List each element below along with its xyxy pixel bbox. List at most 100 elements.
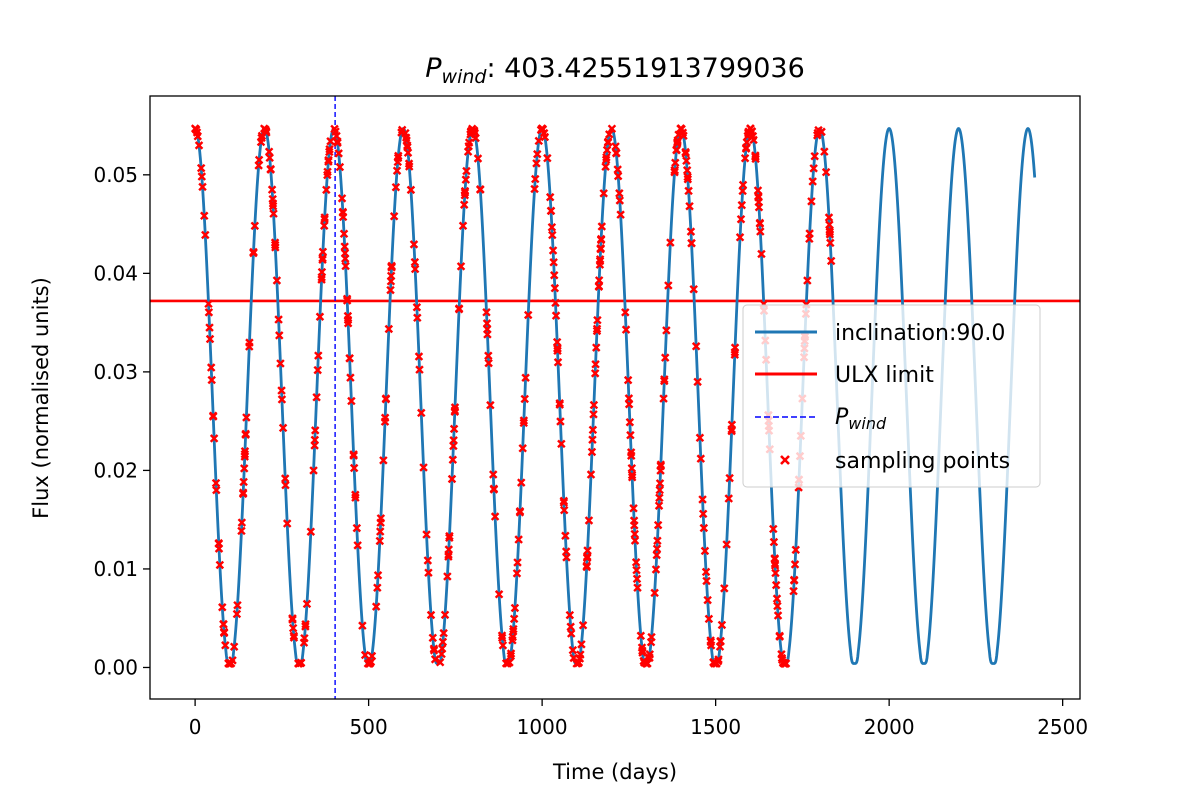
sampling-point xyxy=(448,455,458,464)
sampling-point xyxy=(821,167,831,177)
sampling-point xyxy=(647,632,656,642)
sampling-point xyxy=(265,153,274,163)
sampling-point xyxy=(803,276,812,285)
sampling-point xyxy=(735,233,745,242)
sampling-point xyxy=(755,218,765,228)
sampling-point xyxy=(596,235,606,245)
sampling-point xyxy=(317,273,326,282)
sampling-point xyxy=(553,344,562,353)
sampling-point xyxy=(384,324,394,334)
sampling-point xyxy=(662,326,671,335)
sampling-point xyxy=(250,221,260,231)
sampling-point xyxy=(360,650,370,660)
sampling-point xyxy=(553,346,562,356)
plot-area xyxy=(149,95,1081,700)
sampling-point xyxy=(207,375,216,385)
sampling-point xyxy=(333,138,342,147)
sampling-point xyxy=(242,413,251,422)
sampling-point xyxy=(548,230,557,240)
sampling-point xyxy=(655,479,665,488)
sampling-point xyxy=(505,658,514,667)
sampling-point xyxy=(439,628,448,638)
sampling-point xyxy=(324,157,333,166)
sampling-point xyxy=(701,567,711,577)
sampling-point xyxy=(489,485,499,494)
sampling-point xyxy=(232,609,242,619)
legend-box xyxy=(742,304,1041,488)
sampling-point xyxy=(547,222,557,232)
sampling-point xyxy=(275,331,284,340)
sampling-point xyxy=(627,470,637,480)
sampling-point xyxy=(534,136,544,146)
sampling-point xyxy=(588,425,598,435)
sampling-point xyxy=(458,221,468,231)
sampling-point xyxy=(204,299,213,309)
sampling-point xyxy=(397,125,407,135)
legend-entry-sampling: sampling points xyxy=(780,449,1010,474)
y-tick-label: 0.00 xyxy=(93,655,138,679)
sampling-point xyxy=(490,512,500,521)
plot-frame xyxy=(149,95,1081,700)
sampling-point xyxy=(724,494,734,503)
sampling-point xyxy=(738,186,747,196)
sampling-point xyxy=(551,311,561,320)
sampling-point xyxy=(586,470,596,479)
sampling-point xyxy=(319,221,329,230)
sampling-point xyxy=(309,466,318,475)
chart-title: Pwind: 403.42551913799036 xyxy=(425,53,805,88)
sampling-point xyxy=(339,229,349,239)
sampling-point xyxy=(703,595,712,605)
sampling-point xyxy=(725,473,734,483)
sampling-point xyxy=(456,262,466,271)
sampling-point xyxy=(741,144,751,153)
sampling-point xyxy=(607,124,617,133)
sampling-point xyxy=(789,575,799,585)
sampling-point xyxy=(520,394,529,404)
sampling-point xyxy=(584,516,594,525)
sampling-point xyxy=(462,166,471,176)
sampling-point xyxy=(551,298,560,308)
sampling-point xyxy=(454,304,464,313)
x-tick-label: 1000 xyxy=(517,715,568,739)
sampling-point xyxy=(473,154,483,163)
sampling-point xyxy=(592,324,602,334)
sampling-point xyxy=(373,571,383,580)
sampling-point xyxy=(513,558,522,567)
sampling-point xyxy=(322,185,331,195)
sampling-point xyxy=(727,420,737,430)
sampling-point xyxy=(602,145,612,155)
sampling-point xyxy=(630,521,639,530)
sampling-point xyxy=(652,544,662,554)
sampling-point xyxy=(447,474,457,484)
sampling-point xyxy=(632,574,642,584)
sampling-point xyxy=(375,527,385,536)
sampling-point xyxy=(343,311,353,321)
sampling-point xyxy=(410,257,420,267)
sampling-point xyxy=(601,162,610,171)
sampling-point xyxy=(742,138,752,147)
y-axis: 0.00 0.01 0.02 0.03 0.04 0.05 xyxy=(93,163,150,679)
sampling-point xyxy=(237,518,247,527)
sampling-point xyxy=(449,441,458,451)
y-tick-label: 0.03 xyxy=(93,360,138,384)
sampling-point xyxy=(704,614,714,624)
sampling-point xyxy=(656,466,665,475)
sampling-point xyxy=(233,600,242,610)
sampling-point xyxy=(498,641,508,650)
sampling-point xyxy=(613,165,622,174)
sampling-point xyxy=(603,137,613,147)
legend: inclination:90.0 ULX limit Pwind samplin… xyxy=(742,304,1041,488)
sampling-point xyxy=(506,649,516,658)
sampling-point xyxy=(237,526,246,536)
sampling-point xyxy=(521,373,530,382)
sampling-point xyxy=(559,505,569,515)
sampling-point xyxy=(530,184,539,194)
sampling-point xyxy=(373,583,382,592)
sampling-point xyxy=(262,128,271,137)
sampling-point xyxy=(552,337,562,347)
sampling-point xyxy=(659,394,668,403)
sampling-point xyxy=(335,162,345,172)
sampling-point xyxy=(347,396,356,406)
sampling-point xyxy=(364,659,374,668)
